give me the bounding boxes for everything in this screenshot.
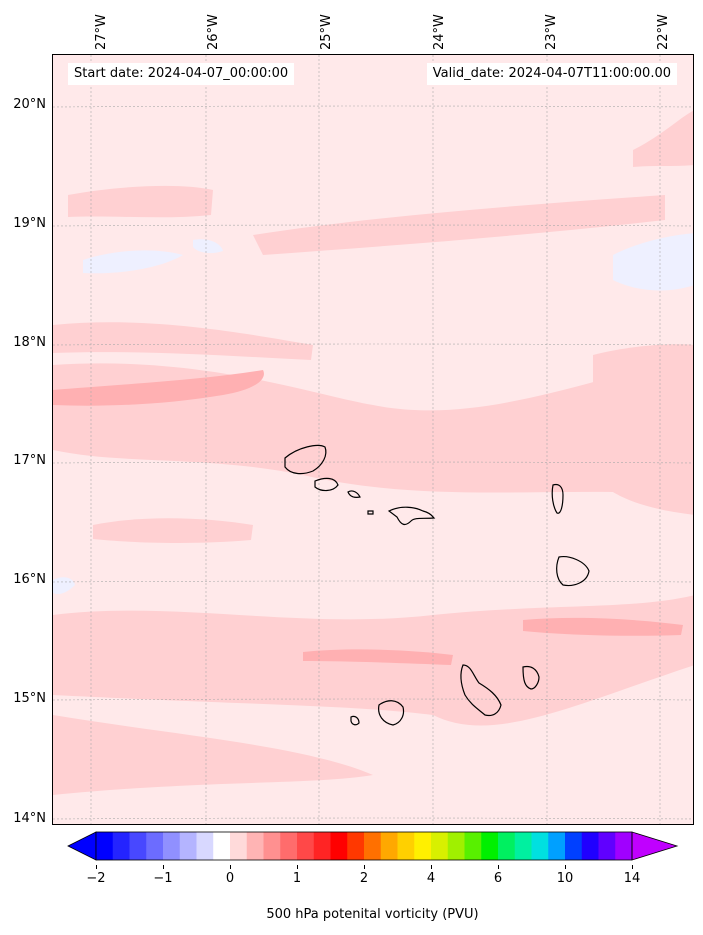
- colorbar-segment: [498, 832, 516, 860]
- pv-band: [68, 185, 213, 218]
- colorbar-tick-label: −2: [86, 871, 106, 886]
- colorbar-segment: [146, 832, 164, 860]
- pv-negative: [83, 250, 183, 274]
- colorbar-tick: [498, 865, 499, 869]
- colorbar-tick-label: 4: [426, 871, 436, 886]
- colorbar: [67, 831, 679, 861]
- colorbar-tick-label: 6: [493, 871, 503, 886]
- island-brava: [350, 715, 360, 726]
- lon-label: 23°W: [544, 14, 559, 50]
- colorbar-segment: [213, 832, 231, 860]
- colorbar-tick-label: −1: [153, 871, 173, 886]
- lon-label: 25°W: [319, 14, 334, 50]
- colorbar-extend-over: [631, 831, 679, 861]
- lat-label: 17°N: [13, 453, 46, 468]
- island-santa-luzia: [347, 490, 361, 498]
- graticule: [53, 55, 693, 824]
- colorbar-segment: [246, 832, 264, 860]
- valid-date-label: Valid_date: 2024-04-07T11:00:00.00: [426, 63, 677, 85]
- colorbar-tick-label: 1: [292, 871, 302, 886]
- lon-label: 22°W: [656, 14, 671, 50]
- colorbar-extend-under: [67, 831, 97, 861]
- colorbar-tick-label: 2: [359, 871, 369, 886]
- colorbar-segment: [230, 832, 248, 860]
- pv-band: [253, 195, 665, 255]
- pv-band: [633, 111, 693, 167]
- colorbar-tick-label: 10: [556, 871, 574, 886]
- colorbar-segment: [431, 832, 449, 860]
- colorbar-segment: [96, 832, 114, 860]
- pv-band: [93, 518, 253, 543]
- colorbar-segment: [598, 832, 616, 860]
- pv-negative: [613, 233, 693, 291]
- island-sao-nicolau: [387, 506, 436, 526]
- colorbar-segment: [330, 832, 348, 860]
- lon-label: 27°W: [94, 14, 109, 50]
- pv-negative: [53, 577, 75, 595]
- pv-band: [53, 715, 373, 795]
- colorbar-tick: [632, 865, 633, 869]
- colorbar-segment: [581, 832, 599, 860]
- island-maio: [522, 665, 540, 690]
- colorbar-tick: [163, 865, 164, 869]
- lon-label: 24°W: [432, 14, 447, 50]
- colorbar-frame: [95, 831, 633, 861]
- island-sao-vicente: [314, 477, 339, 492]
- colorbar-segment: [313, 832, 331, 860]
- colorbar-segment: [196, 832, 214, 860]
- pv-band-strong: [53, 370, 264, 406]
- colorbar-segment: [481, 832, 499, 860]
- colorbar-tick: [431, 865, 432, 869]
- pv-band-strong: [523, 617, 683, 636]
- pv-field: [53, 55, 693, 824]
- colorbar-segment: [280, 832, 298, 860]
- colorbar-segment: [347, 832, 365, 860]
- coastlines: [284, 444, 590, 726]
- colorbar-tick-label: 14: [623, 871, 641, 886]
- pv-negative: [193, 239, 223, 254]
- colorbar-segment: [380, 832, 398, 860]
- island-raso: [367, 510, 374, 515]
- colorbar-tick-label: 0: [225, 871, 235, 886]
- pv-band-strong: [303, 649, 453, 665]
- lat-label: 14°N: [13, 811, 46, 826]
- colorbar-segment: [179, 832, 197, 860]
- colorbar-segment: [447, 832, 465, 860]
- colorbar-segment: [565, 832, 583, 860]
- pv-band: [53, 322, 313, 360]
- lat-label: 20°N: [13, 97, 46, 112]
- colorbar-tick: [297, 865, 298, 869]
- colorbar-segment: [548, 832, 566, 860]
- island-sal: [551, 483, 564, 514]
- lat-label: 16°N: [13, 572, 46, 587]
- lat-label: 15°N: [13, 691, 46, 706]
- colorbar-segment: [397, 832, 415, 860]
- colorbar-segment: [464, 832, 482, 860]
- colorbar-segment: [514, 832, 532, 860]
- island-santo-antao: [284, 444, 327, 475]
- island-boa-vista: [556, 556, 590, 587]
- colorbar-segment: [163, 832, 181, 860]
- lat-label: 18°N: [13, 335, 46, 350]
- colorbar-segment: [414, 832, 432, 860]
- colorbar-tick: [364, 865, 365, 869]
- colorbar-tick: [565, 865, 566, 869]
- colorbar-segment: [531, 832, 549, 860]
- start-date-label: Start date: 2024-04-07_00:00:00: [68, 63, 295, 85]
- pv-band: [593, 344, 693, 515]
- colorbar-title: 500 hPa potenital vorticity (PVU): [266, 907, 479, 922]
- island-santiago: [460, 664, 502, 717]
- map-panel: [52, 54, 694, 825]
- colorbar-segment: [112, 832, 130, 860]
- colorbar-segment: [129, 832, 147, 860]
- lon-label: 26°W: [206, 14, 221, 50]
- lat-label: 19°N: [13, 216, 46, 231]
- colorbar-segment: [297, 832, 315, 860]
- colorbar-tick: [96, 865, 97, 869]
- colorbar-tick: [230, 865, 231, 869]
- island-fogo: [378, 700, 405, 726]
- colorbar-segment: [615, 832, 633, 860]
- colorbar-segment: [263, 832, 281, 860]
- colorbar-segment: [364, 832, 382, 860]
